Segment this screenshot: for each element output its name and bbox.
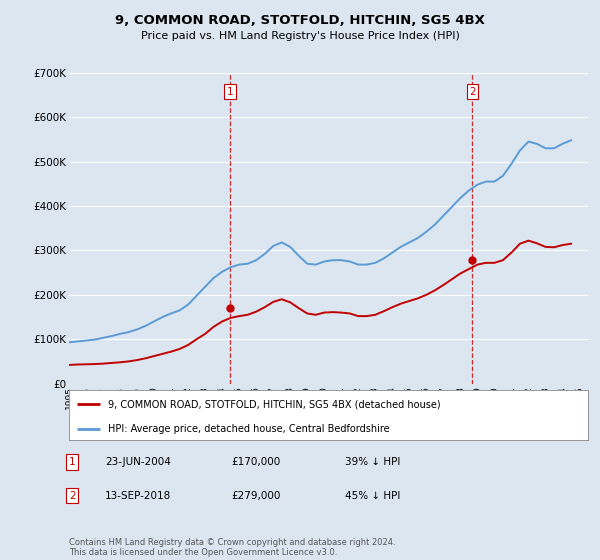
Text: 2: 2: [469, 87, 476, 97]
Text: 2: 2: [69, 491, 76, 501]
Text: Contains HM Land Registry data © Crown copyright and database right 2024.
This d: Contains HM Land Registry data © Crown c…: [69, 538, 395, 557]
Text: HPI: Average price, detached house, Central Bedfordshire: HPI: Average price, detached house, Cent…: [108, 424, 389, 434]
Text: 39% ↓ HPI: 39% ↓ HPI: [345, 457, 400, 467]
Text: Price paid vs. HM Land Registry's House Price Index (HPI): Price paid vs. HM Land Registry's House …: [140, 31, 460, 41]
Text: 9, COMMON ROAD, STOTFOLD, HITCHIN, SG5 4BX (detached house): 9, COMMON ROAD, STOTFOLD, HITCHIN, SG5 4…: [108, 399, 440, 409]
Text: 45% ↓ HPI: 45% ↓ HPI: [345, 491, 400, 501]
Text: 23-JUN-2004: 23-JUN-2004: [105, 457, 171, 467]
Text: £279,000: £279,000: [231, 491, 280, 501]
Text: 9, COMMON ROAD, STOTFOLD, HITCHIN, SG5 4BX: 9, COMMON ROAD, STOTFOLD, HITCHIN, SG5 4…: [115, 14, 485, 27]
Text: £170,000: £170,000: [231, 457, 280, 467]
Text: 13-SEP-2018: 13-SEP-2018: [105, 491, 171, 501]
Text: 1: 1: [69, 457, 76, 467]
Text: 1: 1: [227, 87, 233, 97]
